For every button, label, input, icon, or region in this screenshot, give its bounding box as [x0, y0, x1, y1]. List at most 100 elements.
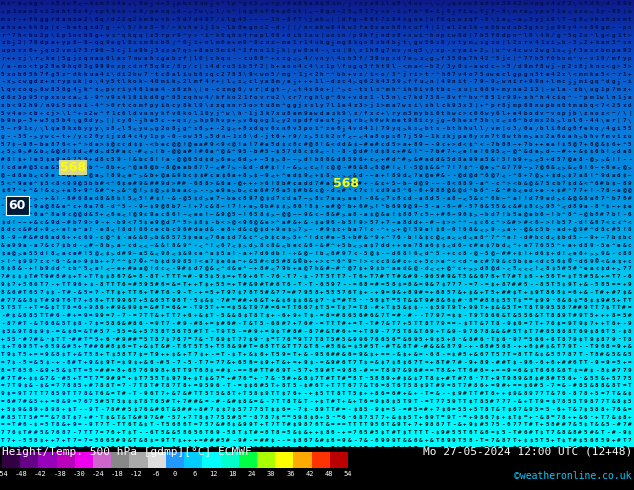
Text: <: <	[199, 243, 202, 248]
Text: 9: 9	[612, 9, 615, 14]
Text: b: b	[216, 220, 219, 224]
Text: $: $	[623, 290, 626, 295]
Text: >: >	[127, 1, 131, 6]
Text: 6: 6	[430, 274, 434, 279]
Text: #: #	[89, 243, 93, 248]
Text: c: c	[51, 243, 54, 248]
Text: +: +	[446, 251, 450, 256]
Text: 9: 9	[232, 446, 235, 451]
Text: ~: ~	[183, 212, 186, 217]
Text: 5: 5	[524, 282, 527, 287]
Text: c: c	[56, 25, 60, 30]
Text: =: =	[150, 321, 153, 326]
Text: ~: ~	[397, 181, 401, 186]
Text: T: T	[386, 274, 389, 279]
Text: ~: ~	[408, 181, 411, 186]
Text: 6: 6	[45, 235, 48, 240]
Text: $: $	[243, 430, 247, 435]
Text: s: s	[479, 40, 483, 46]
Text: 9: 9	[249, 72, 252, 76]
Text: =: =	[545, 399, 549, 404]
Text: T: T	[243, 391, 247, 396]
Text: 7: 7	[34, 259, 37, 264]
Text: #: #	[496, 360, 500, 365]
Text: s: s	[238, 32, 241, 38]
Text: 7: 7	[309, 422, 313, 427]
Text: !: !	[67, 227, 70, 232]
Text: ~: ~	[281, 87, 285, 92]
Text: 5: 5	[210, 290, 214, 295]
Text: -: -	[419, 344, 422, 349]
Text: 9: 9	[463, 329, 467, 334]
Text: 5: 5	[463, 352, 467, 357]
Text: x: x	[540, 118, 543, 123]
Text: 7: 7	[512, 446, 516, 451]
Text: 1: 1	[364, 9, 368, 14]
Text: 1: 1	[600, 87, 604, 92]
Text: x: x	[72, 126, 76, 131]
Text: T: T	[67, 352, 70, 357]
Text: p: p	[623, 25, 626, 30]
Text: =: =	[524, 415, 527, 419]
Text: e: e	[287, 173, 290, 178]
Text: 8: 8	[243, 126, 247, 131]
Text: &: &	[628, 290, 631, 295]
Text: 2: 2	[458, 25, 461, 30]
Text: T: T	[325, 391, 329, 396]
Text: f: f	[144, 64, 148, 69]
Text: 1: 1	[370, 95, 373, 100]
Text: T: T	[413, 415, 417, 419]
Text: e: e	[287, 40, 290, 46]
Text: 5: 5	[138, 220, 142, 224]
Text: c: c	[370, 227, 373, 232]
Text: =: =	[249, 375, 252, 381]
Text: o: o	[458, 1, 461, 6]
Text: d: d	[545, 235, 549, 240]
Text: =: =	[612, 344, 615, 349]
Text: 4: 4	[479, 56, 483, 61]
Text: 5: 5	[628, 126, 631, 131]
Text: -: -	[84, 407, 87, 412]
Text: 6: 6	[425, 415, 428, 419]
Text: 8: 8	[276, 321, 280, 326]
Text: 5: 5	[397, 329, 401, 334]
Text: d: d	[287, 196, 290, 201]
Text: 2: 2	[276, 95, 280, 100]
Text: c: c	[51, 134, 54, 139]
Text: 8: 8	[249, 290, 252, 295]
Text: 4: 4	[309, 40, 313, 46]
Text: 6: 6	[144, 227, 148, 232]
Text: T: T	[518, 274, 522, 279]
Text: #: #	[292, 290, 296, 295]
Text: 7: 7	[210, 415, 214, 419]
Text: h: h	[540, 95, 543, 100]
Text: 6: 6	[491, 25, 494, 30]
Text: 9: 9	[512, 337, 516, 342]
Text: i: i	[193, 40, 197, 46]
Text: 8: 8	[557, 290, 560, 295]
Text: 9: 9	[408, 118, 411, 123]
Text: +: +	[623, 344, 626, 349]
Text: $: $	[606, 142, 609, 147]
Text: =: =	[600, 360, 604, 365]
Text: |: |	[501, 126, 505, 131]
Text: ~: ~	[452, 212, 455, 217]
Text: p: p	[67, 40, 70, 46]
Text: \: \	[61, 111, 65, 116]
Text: ^: ^	[600, 204, 604, 209]
Text: 6: 6	[100, 438, 103, 443]
Text: 9: 9	[320, 9, 323, 14]
Text: $: $	[122, 181, 126, 186]
Text: 9: 9	[623, 430, 626, 435]
Text: k: k	[375, 79, 378, 84]
Text: $: $	[491, 282, 494, 287]
Text: |: |	[23, 40, 27, 46]
Text: #: #	[150, 181, 153, 186]
Text: g: g	[34, 1, 37, 6]
Text: 5: 5	[243, 360, 247, 365]
Text: 5: 5	[551, 243, 555, 248]
Text: +: +	[590, 391, 593, 396]
Text: ~: ~	[276, 212, 280, 217]
Text: =: =	[6, 422, 10, 427]
Text: 5: 5	[617, 360, 621, 365]
